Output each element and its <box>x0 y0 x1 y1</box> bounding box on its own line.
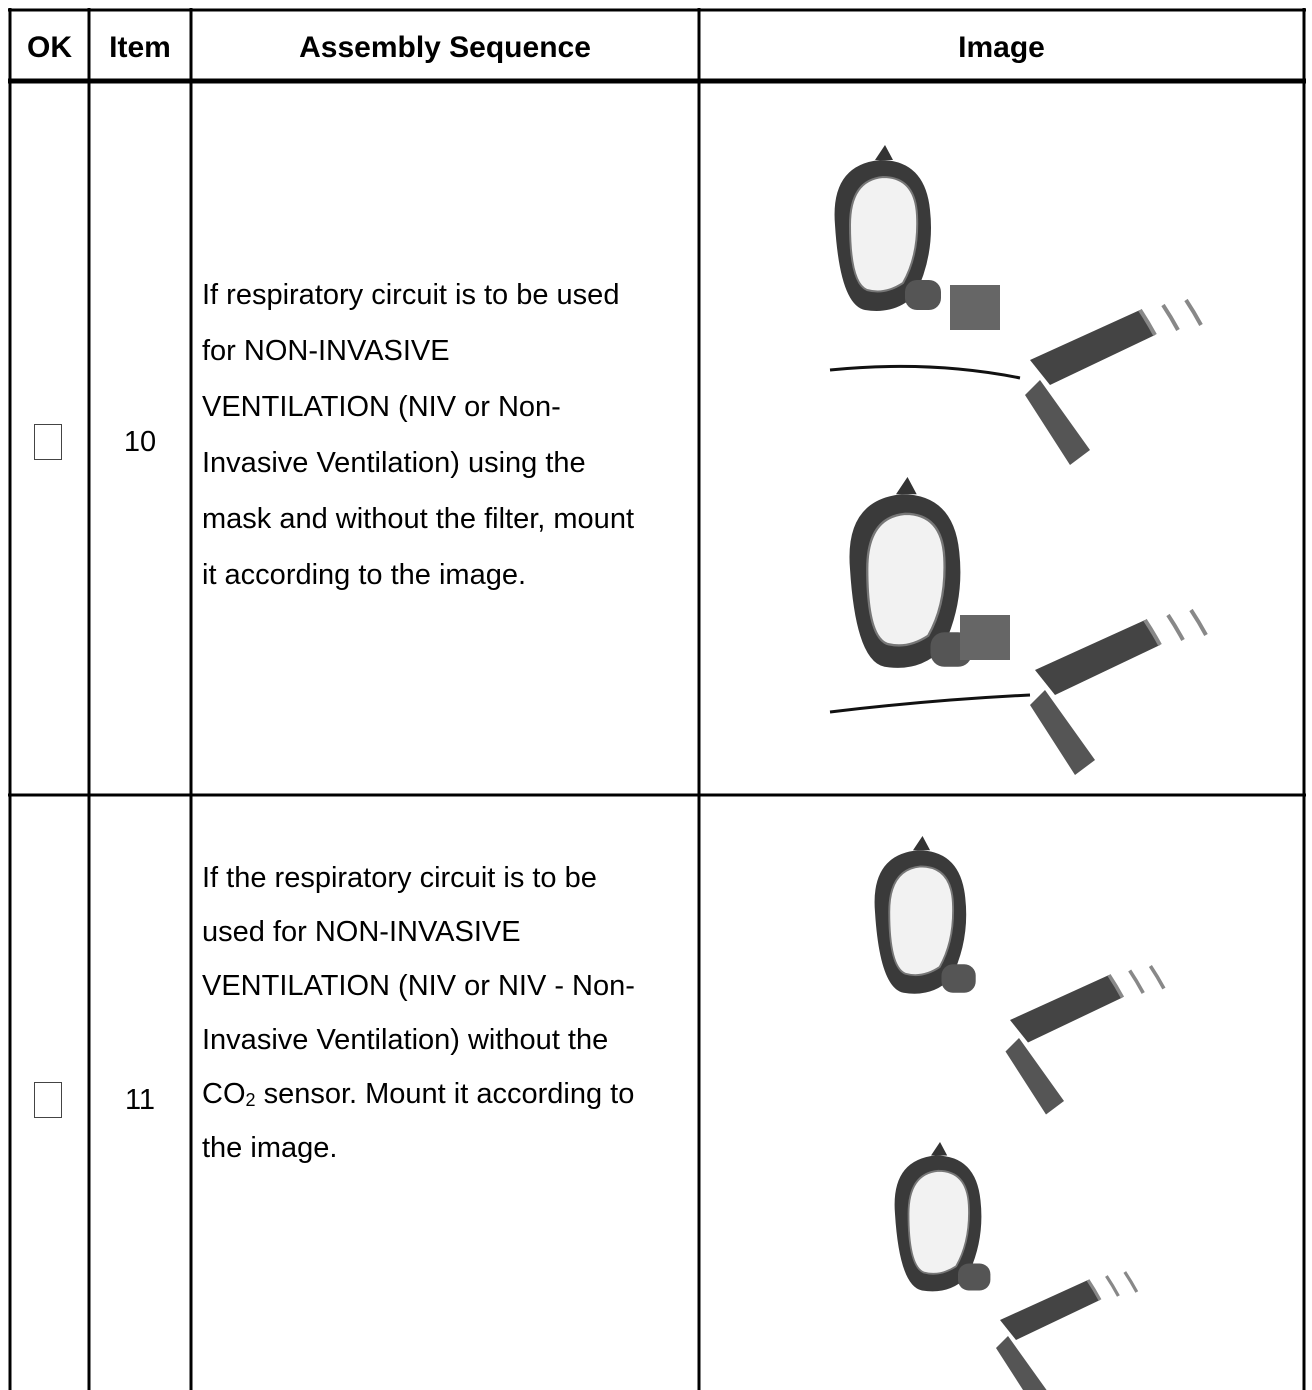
text: sensor. Mount it according to <box>255 1078 635 1110</box>
text-line: CO2 sensor. Mount it according to <box>202 1077 634 1111</box>
text-line: mask and without the filter, mount <box>202 503 634 535</box>
checkbox[interactable] <box>34 424 62 460</box>
grid-lines <box>8 8 1306 1390</box>
text: CO <box>202 1078 246 1110</box>
header-cell: Image <box>958 31 1045 64</box>
text-line: for NON-INVASIVE <box>202 335 450 367</box>
text-line: Invasive Ventilation) using the <box>202 447 586 479</box>
text-line: If the respiratory circuit is to be <box>202 862 597 894</box>
text-line: VENTILATION (NIV or Non- <box>202 391 561 423</box>
text-line: Invasive Ventilation) without the <box>202 1024 609 1056</box>
header-cell: Item <box>109 31 171 64</box>
illustration <box>873 835 1166 1117</box>
header-cell: Assembly Sequence <box>299 31 591 64</box>
item-number: 11 <box>124 1084 156 1116</box>
text-line: the image. <box>202 1132 338 1164</box>
illustration <box>829 475 1208 777</box>
illustration <box>893 1141 1139 1390</box>
checkbox[interactable] <box>34 1082 62 1118</box>
item-number: 10 <box>123 426 157 458</box>
text-line: it according to the image. <box>202 559 527 591</box>
header-cell: OK <box>27 31 72 64</box>
text-line: used for NON-INVASIVE <box>202 916 521 948</box>
text-line: VENTILATION (NIV or NIV - Non- <box>202 970 635 1002</box>
text-line: If respiratory circuit is to be used <box>202 279 620 311</box>
illustration <box>829 144 1203 467</box>
subscript: 2 <box>245 1090 256 1110</box>
